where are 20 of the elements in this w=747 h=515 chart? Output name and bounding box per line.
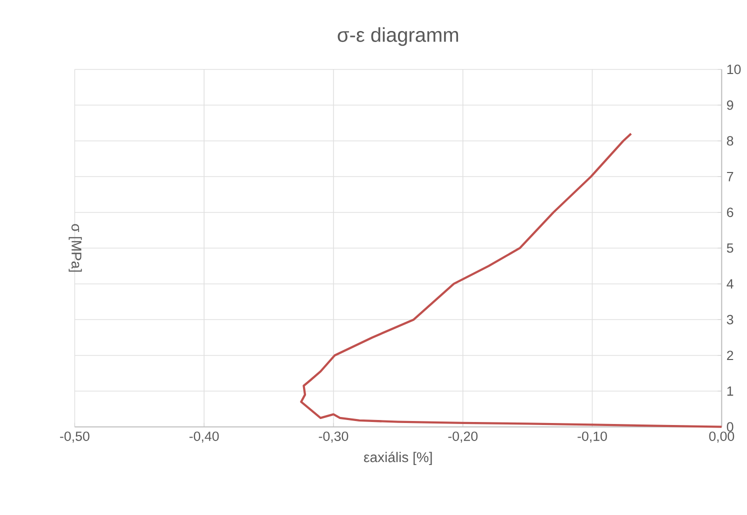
y-tick-label: 9 xyxy=(726,100,734,110)
x-tick-label: -0,20 xyxy=(448,432,478,443)
y-tick-label: 0 xyxy=(726,422,734,432)
y-tick-label: 1 xyxy=(727,386,734,396)
x-tick-label: -0,30 xyxy=(318,432,348,443)
x-tick-label: 0,00 xyxy=(709,432,734,443)
y-tick-label: 7 xyxy=(727,172,734,182)
x-axis-title: εaxiális [%] xyxy=(364,452,432,466)
y-tick-label: 10 xyxy=(727,64,741,74)
chart-title: σ-ε diagramm xyxy=(338,27,458,46)
y-tick-label: 5 xyxy=(726,243,734,253)
y-tick-label: 3 xyxy=(726,314,734,324)
y-tick-label: 4 xyxy=(726,279,734,288)
y-axis-title: σ [MPa] xyxy=(68,224,82,272)
y-tick-label: 8 xyxy=(726,136,734,146)
y-tick-label: 6 xyxy=(727,208,734,218)
x-tick-label: -0,50 xyxy=(60,432,90,443)
x-tick-label: -0,10 xyxy=(578,432,607,443)
x-tick-label: -0,40 xyxy=(189,432,219,443)
y-tick-label: 2 xyxy=(727,350,734,360)
